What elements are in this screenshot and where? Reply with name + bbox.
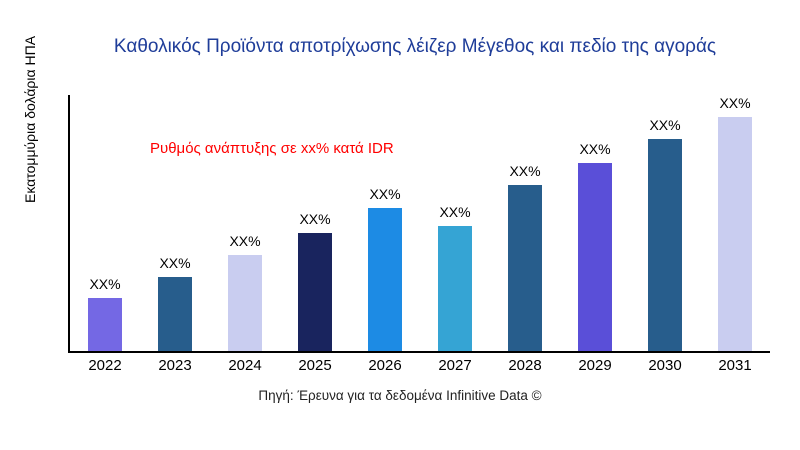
bar-group-2022: XX% <box>70 95 140 351</box>
bar-rect <box>298 233 332 351</box>
y-axis-line <box>68 95 70 353</box>
bar-group-2028: XX% <box>490 95 560 351</box>
bars-container: XX% XX% XX% XX% XX% XX% XX% XX% XX% XX% <box>70 95 770 351</box>
bar-rect <box>438 226 472 351</box>
bar-rect <box>158 277 192 351</box>
bar-value-label: XX% <box>229 232 261 249</box>
bar-group-2025: XX% <box>280 95 350 351</box>
source-text: Πηγή: Έρευνα για τα δεδομένα Infinitive … <box>258 388 542 403</box>
x-axis-tick-2022: 2022 <box>88 357 122 374</box>
bar-rect <box>508 185 542 351</box>
x-axis-tick-2028: 2028 <box>508 357 542 374</box>
bar-group-2030: XX% <box>630 95 700 351</box>
bar-value-label: XX% <box>719 95 751 111</box>
growth-annotation: Ρυθμός ανάπτυξης σε xx% κατά IDR <box>150 140 394 157</box>
bar-group-2023: XX% <box>140 95 210 351</box>
x-axis-tick-2024: 2024 <box>228 357 262 374</box>
bar-rect <box>228 254 262 351</box>
x-axis-tick-2029: 2029 <box>578 357 612 374</box>
bar-group-2024: XX% <box>210 95 280 351</box>
x-axis-tick-2025: 2025 <box>298 357 332 374</box>
bar-value-label: XX% <box>369 185 401 202</box>
bar-value-label: XX% <box>299 211 331 228</box>
bar-value-label: XX% <box>439 204 471 221</box>
x-axis-tick-2031: 2031 <box>718 357 752 374</box>
bar-value-label: XX% <box>509 163 541 180</box>
bar-value-label: XX% <box>89 275 121 292</box>
chart-title: Καθολικός Προϊόντα αποτρίχωσης λέιζερ Μέ… <box>113 36 717 57</box>
bar-group-2027: XX% <box>420 95 490 351</box>
bar-rect <box>88 297 122 351</box>
bar-value-label: XX% <box>579 140 611 157</box>
bar-value-label: XX% <box>649 117 681 134</box>
x-axis-tick-2026: 2026 <box>368 357 402 374</box>
x-axis-line <box>68 351 770 353</box>
bar-rect <box>718 117 752 351</box>
bar-value-label: XX% <box>159 255 191 272</box>
bar-group-2031: XX% <box>700 95 770 351</box>
x-axis-ticks: 2022 2023 2024 2025 2026 2027 2028 2029 2030 2031 <box>70 357 770 374</box>
y-axis-label: Εκατομμύρια δολάρια ΗΠΑ <box>22 35 38 203</box>
bar-rect <box>578 162 612 351</box>
x-axis-tick-2030: 2030 <box>648 357 682 374</box>
bar-group-2029: XX% <box>560 95 630 351</box>
bar-rect <box>648 139 682 351</box>
x-axis-tick-2023: 2023 <box>158 357 192 374</box>
x-axis-tick-2027: 2027 <box>438 357 472 374</box>
bar-rect <box>368 207 402 351</box>
bar-group-2026: XX% <box>350 95 420 351</box>
